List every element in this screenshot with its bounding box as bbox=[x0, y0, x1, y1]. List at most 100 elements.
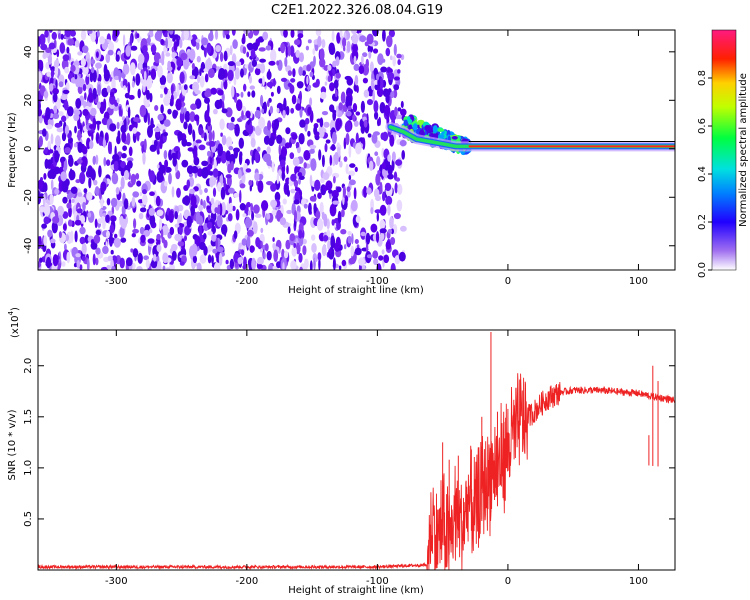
colorbar-label: Normalized spectral amplitude bbox=[738, 73, 749, 227]
heatmap-cell bbox=[195, 38, 201, 43]
heatmap-cell bbox=[213, 158, 217, 171]
heatmap-cell bbox=[139, 226, 145, 235]
heatmap-cell bbox=[136, 180, 142, 187]
heatmap-cell bbox=[309, 97, 313, 107]
heatmap-cell bbox=[113, 160, 119, 172]
heatmap-cell bbox=[44, 30, 49, 38]
heatmap-cell bbox=[76, 259, 81, 269]
heatmap-cell bbox=[355, 111, 361, 116]
heatmap-cell bbox=[352, 103, 358, 113]
heatmap-cell bbox=[212, 168, 219, 178]
heatmap-cell bbox=[90, 128, 95, 134]
heatmap-cell bbox=[135, 173, 140, 180]
heatmap-cell bbox=[62, 54, 70, 62]
heatmap-cell bbox=[195, 41, 200, 50]
heatmap-cell bbox=[208, 171, 215, 176]
heatmap-cell bbox=[375, 231, 380, 243]
y-tick-label: 0 bbox=[23, 146, 34, 152]
heatmap-cell bbox=[140, 234, 146, 243]
heatmap-cell bbox=[55, 135, 61, 147]
heatmap-cell bbox=[209, 150, 214, 158]
colorbar-gradient bbox=[711, 29, 737, 271]
heatmap-cell bbox=[205, 88, 213, 97]
heatmap-cell bbox=[62, 211, 69, 219]
heatmap-cell bbox=[210, 197, 215, 205]
heatmap-cell bbox=[48, 42, 56, 50]
heatmap-cell bbox=[292, 68, 296, 78]
heatmap-cell bbox=[286, 105, 290, 116]
heatmap-cell bbox=[143, 114, 148, 124]
heatmap-cell bbox=[132, 248, 139, 258]
heatmap-cell bbox=[183, 84, 188, 91]
heatmap-cell bbox=[131, 30, 134, 33]
heatmap-cell bbox=[101, 117, 109, 126]
heatmap-cell bbox=[106, 85, 111, 93]
heatmap-cell bbox=[103, 98, 107, 112]
heatmap-cell bbox=[102, 213, 107, 218]
heatmap-cell bbox=[219, 203, 223, 216]
heatmap-cell bbox=[122, 34, 126, 47]
heatmap-cell bbox=[105, 53, 111, 64]
heatmap-cell bbox=[242, 46, 247, 54]
y-tick-label: -40 bbox=[23, 238, 34, 254]
heatmap-cell bbox=[101, 87, 109, 98]
heatmap-cell bbox=[261, 108, 264, 114]
heatmap-cell bbox=[109, 141, 113, 155]
heatmap-cell bbox=[385, 93, 390, 103]
heatmap-cell bbox=[245, 168, 252, 173]
heatmap-cell bbox=[283, 250, 289, 259]
heatmap-cell bbox=[231, 30, 236, 36]
heatmap-cell bbox=[66, 106, 74, 117]
heatmap-cell bbox=[73, 113, 80, 122]
heatmap-cell bbox=[221, 201, 226, 215]
heatmap-cell bbox=[298, 66, 303, 76]
heatmap-cell bbox=[332, 60, 337, 68]
heatmap-cell bbox=[270, 183, 277, 192]
heatmap-cell bbox=[249, 110, 253, 119]
heatmap-x-ticks: -300 -200 -100 0 100 bbox=[105, 30, 648, 287]
heatmap-cell bbox=[43, 203, 51, 217]
heatmap-cell bbox=[171, 243, 178, 251]
heatmap-cell bbox=[274, 191, 281, 202]
heatmap-cell bbox=[417, 119, 425, 126]
heatmap-cell bbox=[239, 183, 246, 189]
heatmap-cell bbox=[81, 243, 87, 255]
heatmap-cell bbox=[358, 65, 365, 75]
heatmap-cell bbox=[87, 212, 92, 218]
heatmap-cell bbox=[249, 184, 252, 192]
heatmap-cell bbox=[372, 48, 379, 54]
heatmap-cell bbox=[295, 103, 302, 111]
colorbar-tick-label: 0.4 bbox=[697, 166, 708, 182]
heatmap-cell bbox=[266, 81, 274, 88]
heatmap-cell bbox=[311, 234, 316, 241]
heatmap-cell bbox=[149, 92, 153, 103]
heatmap-cell bbox=[373, 67, 378, 76]
heatmap-cell bbox=[176, 38, 180, 47]
heatmap-cell bbox=[213, 108, 218, 115]
heatmap-cell bbox=[181, 138, 188, 147]
heatmap-cell bbox=[74, 125, 77, 134]
heatmap-cell bbox=[279, 217, 287, 226]
heatmap-cell bbox=[307, 106, 312, 116]
heatmap-cell bbox=[49, 149, 54, 154]
heatmap-cell bbox=[350, 245, 355, 257]
heatmap-cell bbox=[330, 235, 336, 249]
heatmap-cell bbox=[233, 76, 237, 86]
heatmap-cell bbox=[217, 89, 224, 96]
heatmap-cell bbox=[343, 46, 346, 52]
heatmap-cell bbox=[58, 33, 61, 40]
heatmap-cell bbox=[359, 35, 367, 43]
heatmap-cell bbox=[51, 31, 57, 40]
heatmap-cell bbox=[87, 92, 94, 103]
heatmap-cell bbox=[366, 187, 372, 195]
heatmap-cell bbox=[52, 113, 60, 120]
heatmap-cell bbox=[267, 120, 272, 131]
heatmap-cell bbox=[233, 149, 238, 159]
heatmap-cell bbox=[257, 180, 264, 193]
heatmap-cell bbox=[205, 58, 213, 70]
heatmap-cell bbox=[79, 226, 86, 235]
heatmap-cell bbox=[227, 69, 234, 81]
heatmap-cell bbox=[309, 144, 317, 149]
heatmap-cell bbox=[82, 108, 89, 117]
heatmap-cell bbox=[43, 173, 47, 180]
